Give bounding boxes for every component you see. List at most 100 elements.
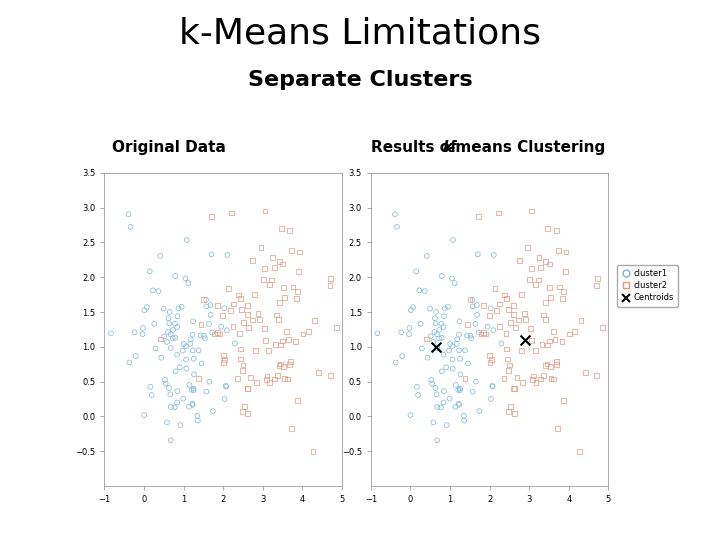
Point xyxy=(499,291,510,299)
Point xyxy=(187,401,199,409)
Point xyxy=(453,400,464,408)
Point xyxy=(212,301,223,309)
Point xyxy=(451,335,463,343)
Point xyxy=(198,332,210,340)
Point xyxy=(192,411,203,420)
Point xyxy=(444,394,455,403)
Point xyxy=(249,290,261,299)
Point xyxy=(502,355,513,363)
Point xyxy=(234,329,246,338)
Point xyxy=(122,210,134,219)
Point xyxy=(287,282,299,291)
Point xyxy=(278,284,289,292)
Point xyxy=(428,418,439,427)
Text: Results of: Results of xyxy=(371,140,462,156)
Point xyxy=(458,411,469,420)
Point xyxy=(277,337,289,346)
Point xyxy=(229,339,240,348)
Point xyxy=(544,284,556,292)
Point xyxy=(520,315,531,323)
Point xyxy=(534,253,545,262)
Point xyxy=(242,409,253,418)
Point xyxy=(516,290,527,299)
Point xyxy=(124,358,135,367)
Point xyxy=(540,298,552,307)
Point xyxy=(435,403,446,412)
Point xyxy=(436,367,448,376)
Point xyxy=(558,287,570,295)
Point xyxy=(548,375,559,383)
Point xyxy=(431,330,443,339)
Point xyxy=(467,295,478,304)
Point xyxy=(167,334,179,343)
Point xyxy=(490,285,501,293)
Point xyxy=(471,301,482,309)
Point xyxy=(431,308,442,316)
Point xyxy=(187,317,199,326)
Point xyxy=(219,355,230,363)
Point xyxy=(241,301,253,310)
Point xyxy=(281,327,292,336)
Point xyxy=(177,346,189,355)
Point xyxy=(207,407,219,415)
Point xyxy=(529,347,541,355)
Point xyxy=(547,327,559,336)
Point xyxy=(459,346,471,355)
Point xyxy=(444,340,456,348)
Point xyxy=(260,336,271,345)
Point xyxy=(276,224,287,233)
Point xyxy=(278,362,289,370)
Point xyxy=(155,252,166,260)
Point xyxy=(431,390,443,399)
Point xyxy=(438,312,450,321)
Point xyxy=(405,411,416,420)
Point xyxy=(238,402,250,411)
Point xyxy=(416,344,428,353)
Point xyxy=(250,346,261,354)
Point xyxy=(145,382,156,391)
Point xyxy=(503,366,514,375)
Point xyxy=(428,328,440,336)
Point xyxy=(426,376,437,384)
Point xyxy=(185,335,197,343)
Point xyxy=(442,302,454,311)
Point xyxy=(405,306,417,314)
Point xyxy=(217,351,229,360)
Point xyxy=(439,304,451,313)
Point xyxy=(188,354,199,363)
Point xyxy=(203,320,215,328)
Point xyxy=(144,267,156,275)
Point xyxy=(454,354,466,363)
Text: -means Clustering: -means Clustering xyxy=(449,140,606,156)
Point xyxy=(485,304,496,313)
Point xyxy=(204,301,216,309)
Point xyxy=(495,339,507,348)
Point xyxy=(236,306,248,314)
Point xyxy=(171,323,183,332)
Point xyxy=(526,264,537,273)
Point xyxy=(508,384,520,393)
Point xyxy=(235,345,246,353)
Point xyxy=(575,316,587,325)
Point xyxy=(580,369,591,377)
Point xyxy=(521,243,533,252)
Point xyxy=(454,386,466,394)
Point xyxy=(164,308,176,316)
Point xyxy=(532,275,544,284)
Point xyxy=(459,416,470,425)
Point xyxy=(150,344,161,353)
Point xyxy=(271,310,283,319)
Point xyxy=(181,364,192,373)
Point xyxy=(557,295,568,303)
Point xyxy=(105,329,117,338)
Point xyxy=(273,315,284,323)
Point xyxy=(508,310,520,319)
Point xyxy=(222,251,233,259)
Point xyxy=(538,372,549,380)
Point xyxy=(591,274,603,283)
Point xyxy=(259,207,271,215)
Point xyxy=(526,207,537,215)
Point xyxy=(646,340,657,348)
Point xyxy=(480,330,491,339)
Point xyxy=(552,246,564,255)
